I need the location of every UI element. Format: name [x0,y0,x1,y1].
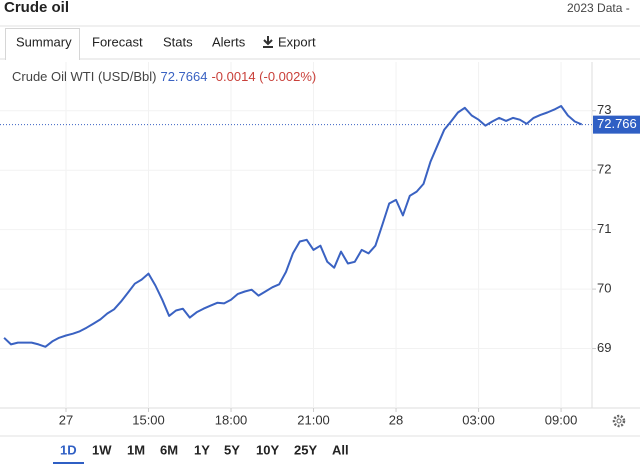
x-tick-label: 03:00 [462,412,495,427]
y-tick-label: 73 [597,102,611,117]
y-tick-label: 69 [597,340,611,355]
x-tick-label: 21:00 [297,412,330,427]
x-tick-label: 27 [59,412,73,427]
price-line [3,105,583,348]
range-button[interactable]: All [332,442,349,457]
range-button[interactable]: 10Y [256,442,279,457]
last-value-box [593,115,640,134]
legend-name: Crude Oil WTI (USD/Bbl) [12,69,156,84]
x-tick-label: 28 [389,412,403,427]
range-button[interactable]: 25Y [294,442,317,457]
legend-value: 72.7664 [160,69,207,84]
tab[interactable]: Forecast [92,34,143,49]
y-tick-label: 72 [597,162,611,177]
range-button[interactable]: 1M [127,442,145,457]
page-title: Crude oil [4,0,69,16]
settings-icon-hole [616,418,622,424]
y-tick-label: 70 [597,281,611,296]
range-button[interactable]: 1W [92,442,112,457]
x-tick-label: 15:00 [132,412,165,427]
tab[interactable]: Stats [163,34,193,49]
legend: Crude Oil WTI (USD/Bbl) 72.7664 -0.0014 (-… [12,69,316,84]
x-tick-label: 18:00 [215,412,248,427]
x-tick-label: 09:00 [545,412,578,427]
active-tab [5,28,80,60]
range-button[interactable]: 1D [60,442,77,457]
legend-change: -0.0014 (-0.002%) [211,69,316,84]
data-note[interactable]: 2023 Data - [567,1,630,15]
tab[interactable]: Export [278,34,316,49]
tab[interactable]: Summary [16,34,72,49]
tab[interactable]: Alerts [212,34,246,49]
export-icon [263,36,273,48]
range-button[interactable]: 5Y [224,442,240,457]
range-button[interactable]: 6M [160,442,178,457]
last-value-label: 72.766 [597,116,637,131]
settings-icon[interactable] [612,414,626,428]
range-button[interactable]: 1Y [194,442,210,457]
y-tick-label: 71 [597,221,611,236]
